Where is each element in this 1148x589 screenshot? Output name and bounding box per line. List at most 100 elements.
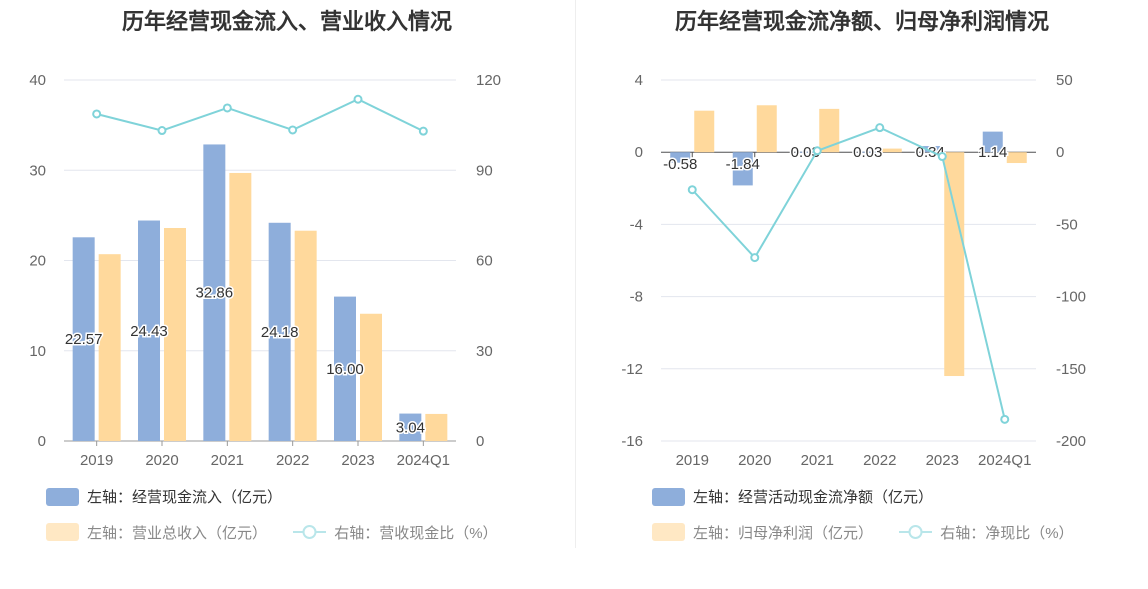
legend-label: 右轴：营收现金比（%） xyxy=(334,524,498,542)
data-label: -1.84 xyxy=(726,156,760,173)
x-axis-tick-label: 2021 xyxy=(801,452,834,469)
bar xyxy=(98,254,121,441)
bar xyxy=(819,108,840,153)
chart-title: 历年经营现金流净额、归母净利润情况 xyxy=(674,9,1049,34)
x-axis-tick-label: 2024Q1 xyxy=(397,452,450,469)
left-axis-tick-label: 20 xyxy=(29,253,46,270)
panel-divider xyxy=(575,0,576,548)
legend-item-net-profit[interactable]: 左轴：归母净利润（亿元） xyxy=(652,522,873,543)
x-axis-tick-label: 2023 xyxy=(341,452,374,469)
line-point xyxy=(812,146,822,156)
left-chart-plot: 0 10 20 30 40 0 30 60 90 120 2019 2020 2021 2022 2023 2… xyxy=(29,72,501,469)
line-point xyxy=(157,126,167,136)
x-axis-tick-label: 2024Q1 xyxy=(978,452,1031,469)
bar xyxy=(982,131,1003,153)
legend-row-1: 左轴：经营现金流入（亿元） xyxy=(46,486,520,510)
bar xyxy=(72,237,95,441)
line-point xyxy=(937,152,947,162)
legend-item-ratio[interactable]: 右轴：净现比（%） xyxy=(899,522,1074,543)
x-axis-tick-label: 2020 xyxy=(145,452,178,469)
left-axis-tick-label: -12 xyxy=(621,361,643,378)
legend-swatch xyxy=(652,523,685,541)
bar xyxy=(138,220,160,441)
series-line xyxy=(691,126,1006,420)
bar xyxy=(164,228,186,441)
data-label: -0.58 xyxy=(663,156,697,173)
line-point xyxy=(1000,414,1010,424)
x-axis-tick-label: 2021 xyxy=(211,452,244,469)
bar xyxy=(944,152,965,377)
bar xyxy=(756,105,777,153)
line-point xyxy=(687,185,697,195)
legend-swatch xyxy=(46,523,79,541)
line-point xyxy=(92,109,102,119)
chart-title: 历年经营现金流入、营业收入情况 xyxy=(121,9,452,34)
bar xyxy=(694,110,715,153)
legend-label: 左轴：经营现金流入（亿元） xyxy=(87,489,283,506)
bar xyxy=(670,152,691,163)
bar xyxy=(268,222,291,441)
data-label: 22.57 xyxy=(65,331,103,348)
left-axis-tick-label: -8 xyxy=(630,289,643,306)
left-axis-tick-label: 30 xyxy=(29,162,46,179)
legend-row-2: 左轴：归母净利润（亿元） 右轴：净现比（%） xyxy=(652,522,1096,546)
bar xyxy=(732,152,753,186)
data-label: 24.43 xyxy=(130,323,168,340)
left-axis-tick-label: 0 xyxy=(38,433,46,450)
right-axis-tick-label: 0 xyxy=(476,433,484,450)
bar xyxy=(795,151,816,153)
line-point xyxy=(875,123,885,133)
line-point xyxy=(750,253,760,263)
x-axis-tick-label: 2023 xyxy=(926,452,959,469)
bar xyxy=(425,413,448,441)
legend-item-revenue[interactable]: 左轴：营业总收入（亿元） xyxy=(46,522,267,543)
legend-label: 右轴：净现比（%） xyxy=(940,524,1074,542)
right-axis-tick-label: -100 xyxy=(1056,289,1086,306)
x-axis-tick-label: 2022 xyxy=(863,452,896,469)
left-axis-tick-label: 10 xyxy=(29,343,46,360)
legend-row-2: 左轴：营业总收入（亿元） 右轴：营收现金比（%） xyxy=(46,522,520,546)
bar xyxy=(857,151,878,153)
line-point xyxy=(222,103,232,113)
legend-item-ratio[interactable]: 右轴：营收现金比（%） xyxy=(293,522,498,543)
legend-line-icon xyxy=(899,525,933,539)
data-label: 1.14 xyxy=(978,144,1007,161)
right-chart-plot: -16 -12 -8 -4 0 4 -200 -150 -100 -50 0 50 2019 2020 20… xyxy=(621,72,1086,469)
data-label: 0.03 xyxy=(853,144,882,161)
legend-label: 左轴：归母净利润（亿元） xyxy=(693,524,874,542)
x-axis-tick-label: 2019 xyxy=(676,452,709,469)
bar xyxy=(229,172,252,441)
data-label: 24.18 xyxy=(261,324,299,341)
legend: 左轴：经营活动现金流净额（亿元） 左轴：归母净利润（亿元） 右轴：净现比（%） xyxy=(652,486,1096,545)
right-axis-tick-label: -50 xyxy=(1056,216,1078,233)
legend-row-1: 左轴：经营活动现金流净额（亿元） xyxy=(652,486,1096,510)
left-axis-tick-label: 4 xyxy=(635,72,643,89)
legend-swatch xyxy=(46,487,79,506)
x-axis-tick-label: 2019 xyxy=(80,452,113,469)
left-axis-tick-label: -4 xyxy=(630,216,643,233)
right-axis-tick-label: 30 xyxy=(476,343,493,360)
data-label: 16.00 xyxy=(326,361,364,378)
legend-item-net-cash-flow[interactable]: 左轴：经营活动现金流净额（亿元） xyxy=(652,486,933,507)
x-axis-tick-label: 2020 xyxy=(738,452,771,469)
legend-label: 左轴：营业总收入（亿元） xyxy=(87,524,268,542)
left-axis-tick-label: 40 xyxy=(29,72,46,89)
legend: 左轴：经营现金流入（亿元） 左轴：营业总收入（亿元） 右轴：营收现金比（%） xyxy=(46,486,520,545)
right-chart-panel: 历年经营现金流净额、归母净利润情况 -16 -12 -8 -4 0 4 -200 -150 -1… xyxy=(576,0,1148,560)
legend-swatch xyxy=(652,487,685,506)
right-axis-tick-label: -150 xyxy=(1056,361,1086,378)
left-axis-tick-label: -16 xyxy=(621,433,643,450)
line-point xyxy=(353,94,363,104)
bar xyxy=(920,146,941,153)
right-axis-tick-label: 50 xyxy=(1056,72,1073,89)
bar xyxy=(1006,152,1027,164)
line-point xyxy=(418,126,428,136)
left-axis-tick-label: 0 xyxy=(635,144,643,161)
bar xyxy=(334,296,356,441)
right-axis-tick-label: 90 xyxy=(476,162,493,179)
bar xyxy=(294,230,317,441)
legend-item-cash-inflow[interactable]: 左轴：经营现金流入（亿元） xyxy=(46,486,282,507)
bar xyxy=(360,313,382,441)
right-axis-tick-label: 120 xyxy=(476,72,501,89)
x-axis-tick-label: 2022 xyxy=(276,452,309,469)
